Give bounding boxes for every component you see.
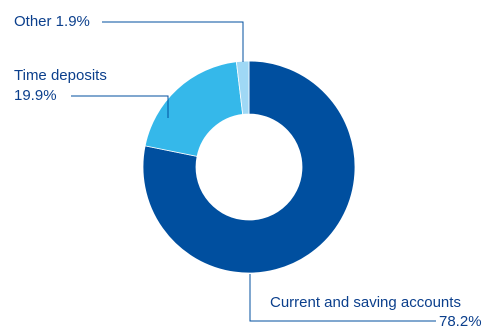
leader-lines bbox=[71, 21, 436, 322]
slice-other bbox=[235, 60, 250, 115]
label-time-deposits-name: Time deposits bbox=[14, 67, 107, 84]
leader-line-other bbox=[102, 21, 244, 62]
slice-current-and-saving-accounts bbox=[142, 60, 356, 274]
slice-time-deposits bbox=[144, 61, 244, 157]
label-time-deposits-value: 19.9% bbox=[14, 87, 57, 104]
leader-line-current bbox=[249, 274, 436, 322]
leader-line-time-deposits bbox=[71, 95, 169, 118]
label-other: Other 1.9% bbox=[14, 13, 90, 30]
label-current-name: Current and saving accounts bbox=[270, 294, 461, 311]
donut-slices bbox=[142, 60, 356, 274]
label-current-value: 78.2% bbox=[439, 313, 482, 330]
